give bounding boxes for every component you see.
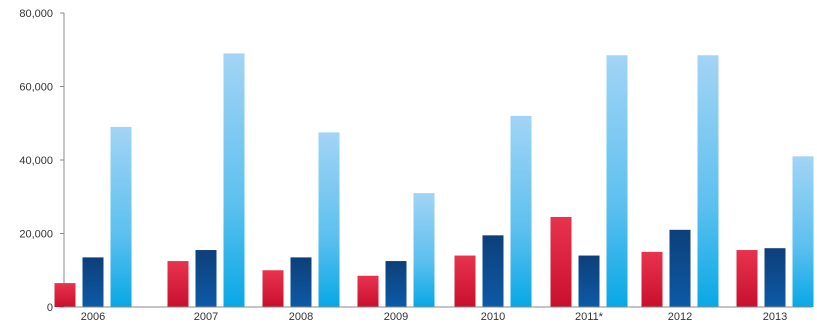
bar-series-2-2013 (764, 248, 786, 307)
bars (54, 53, 814, 308)
bar-series-3-2007 (223, 53, 245, 307)
y-tick-label: 60,000 (19, 82, 53, 94)
y-tick-label: 80,000 (19, 8, 53, 20)
y-tick-label: 20,000 (19, 229, 53, 241)
bar-series-2-2011 (578, 255, 600, 307)
bar-series-1-2010 (454, 255, 476, 307)
bar-series-3-2010 (510, 115, 532, 308)
bar-series-1-2009 (357, 275, 379, 307)
bar-series-2-2010 (482, 235, 504, 307)
y-tick-label: 0 (47, 302, 53, 314)
bar-series-1-2013 (736, 250, 758, 307)
x-tick-label: 2008 (289, 311, 313, 322)
bar-series-2-2008 (290, 257, 312, 307)
bar-series-1-2012 (641, 251, 663, 307)
x-tick-label: 2006 (81, 311, 105, 322)
bar-series-1-2006 (54, 283, 76, 307)
x-axis: 2006 2007 2008 2009 2010 2011* 2012 2013 (64, 306, 812, 323)
x-tick-label: 2009 (384, 311, 408, 322)
bar-series-2-2007 (195, 250, 217, 307)
bar-series-1-2008 (262, 270, 284, 307)
bar-series-3-2011 (606, 55, 628, 308)
bar-series-2-2009 (385, 261, 407, 307)
bar-series-1-2007 (167, 261, 189, 307)
x-tick-label: 2011* (575, 311, 604, 322)
x-tick-label: 2010 (481, 311, 505, 322)
x-tick-label: 2007 (194, 311, 218, 322)
bar-series-3-2008 (318, 132, 340, 307)
bar-series-3-2006 (110, 126, 132, 307)
bar-series-3-2009 (413, 193, 435, 307)
x-tick-label: 2012 (668, 311, 692, 322)
x-tick-label: 2013 (763, 311, 787, 322)
bar-series-2-2012 (669, 229, 691, 307)
y-axis: 0 20,000 40,000 60,000 80,000 (19, 8, 65, 314)
y-tick-label: 40,000 (19, 155, 53, 167)
bar-series-1-2011 (550, 216, 572, 307)
bar-series-3-2013 (792, 156, 814, 307)
bar-series-3-2012 (697, 55, 719, 308)
bar-series-2-2006 (82, 257, 104, 307)
